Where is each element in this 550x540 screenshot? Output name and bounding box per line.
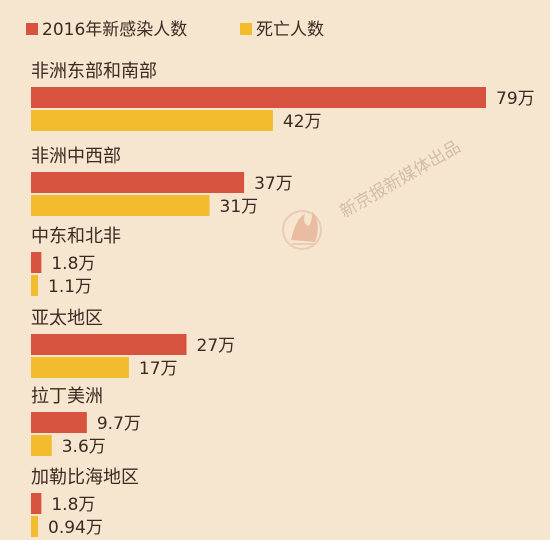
deaths-bar [31,195,210,216]
value-label: 79万 [496,89,535,109]
watermark: 新京报新媒体出品 [282,137,465,250]
value-label: 42万 [283,112,322,132]
legend-swatch-1 [26,23,38,35]
value-label: 0.94万 [48,518,103,538]
value-label: 1.8万 [51,495,95,515]
watermark-text: 新京报新媒体出品 [337,137,465,222]
new-infections-bar [31,412,87,433]
deaths-bar [31,110,273,131]
value-label: 27万 [197,336,236,356]
category-label: 亚太地区 [31,308,103,329]
category-label: 加勒比海地区 [31,467,139,488]
value-label: 31万 [220,197,259,217]
value-label: 9.7万 [97,414,141,434]
category-label: 拉丁美洲 [31,386,103,407]
watermark-logo-icon [282,210,322,250]
legend: 2016年新感染人数 死亡人数 [26,20,324,40]
value-label: 17万 [139,359,178,379]
deaths-bar [31,516,38,537]
legend-label-2: 死亡人数 [256,20,324,40]
value-label: 3.6万 [62,437,106,457]
category-label: 中东和北非 [31,226,121,247]
legend-label-1: 2016年新感染人数 [42,20,187,40]
new-infections-bar [31,172,245,193]
value-label: 1.8万 [51,254,95,274]
deaths-bar [31,357,129,378]
new-infections-bar [31,252,42,273]
category-label: 非洲东部和南部 [31,61,157,82]
category-label: 非洲中西部 [31,146,121,167]
value-label: 37万 [254,174,293,194]
legend-swatch-2 [240,23,252,35]
new-infections-bar [31,334,187,355]
deaths-bar [31,435,52,456]
deaths-bar [31,275,38,296]
new-infections-bar [31,493,42,514]
value-label: 1.1万 [48,277,92,297]
new-infections-bar [31,87,486,108]
